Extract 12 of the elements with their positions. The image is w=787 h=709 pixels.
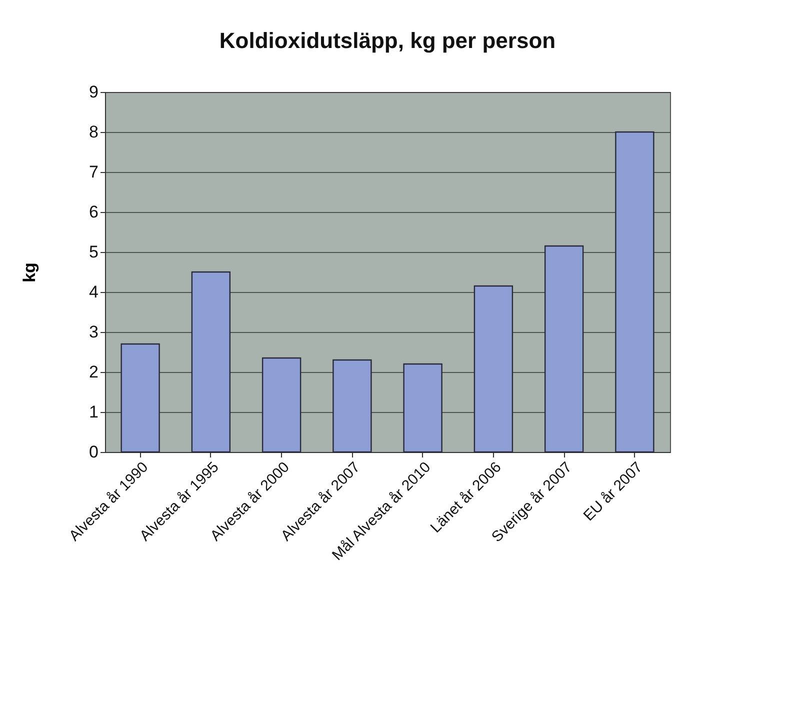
y-tick-label: 8 [89, 122, 98, 142]
y-tick-label: 0 [89, 442, 98, 462]
y-axis-title: kg [20, 262, 40, 282]
chart-title: Koldioxidutsläpp, kg per person [219, 28, 556, 53]
y-tick-label: 3 [89, 322, 98, 342]
y-tick-label: 4 [89, 282, 98, 302]
y-tick-label: 2 [89, 362, 98, 382]
y-tick-label: 1 [89, 402, 98, 422]
y-tick-label: 5 [89, 242, 98, 262]
y-tick-label: 6 [89, 202, 98, 222]
y-tick-label: 7 [89, 162, 98, 182]
y-tick-label: 9 [89, 82, 98, 102]
